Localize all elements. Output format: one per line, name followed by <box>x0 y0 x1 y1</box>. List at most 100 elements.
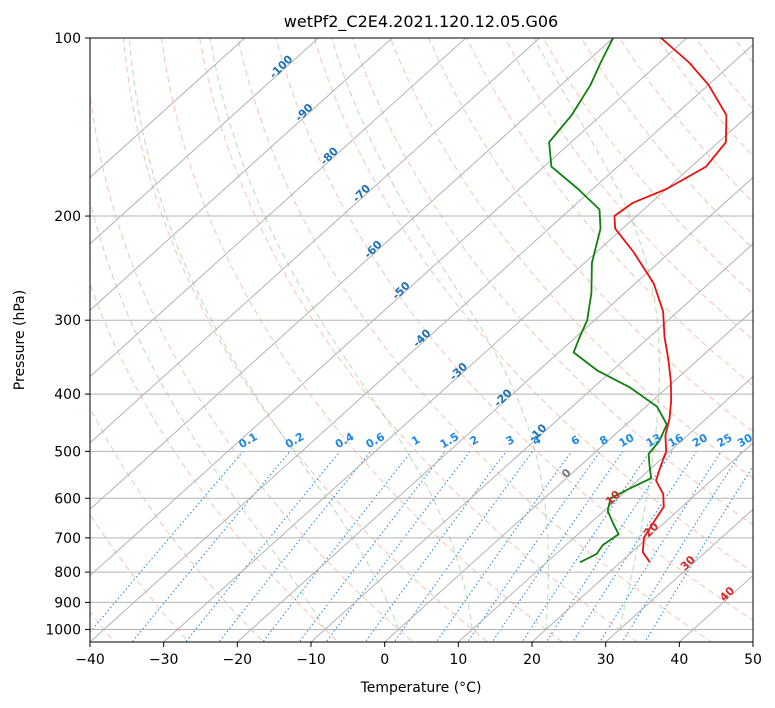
dewpoint-profile <box>548 38 668 564</box>
isotherm-label: -40 <box>410 326 433 349</box>
dry-adiabat <box>466 38 753 387</box>
isotherm-label: -80 <box>318 144 341 167</box>
profile-layer <box>548 38 728 564</box>
mixing-ratio-label: 1.5 <box>438 430 461 451</box>
plot-frame <box>89 37 754 643</box>
isotherm <box>90 38 246 179</box>
x-tick-label: −10 <box>296 652 326 668</box>
mixing-ratio-label: 16 <box>666 431 686 450</box>
y-tick-label: 600 <box>54 491 81 507</box>
isotherm <box>531 442 753 642</box>
y-tick-label: 900 <box>54 595 81 611</box>
dry-adiabat <box>580 38 753 249</box>
y-tick-label: 100 <box>54 31 81 47</box>
dry-adiabat <box>122 38 489 642</box>
mixing-ratio-label: 13 <box>644 431 664 450</box>
dry-adiabat <box>90 513 190 642</box>
y-tick-label: 300 <box>54 313 81 329</box>
isotherm <box>90 38 688 577</box>
y-tick-label: 200 <box>54 209 81 225</box>
x-tick-label: 10 <box>449 652 467 668</box>
isotherm <box>90 38 393 311</box>
x-tick-label: −30 <box>149 652 179 668</box>
isotherm <box>162 110 753 642</box>
isotherm-label: -100 <box>267 52 296 81</box>
mixing-ratio-label: 2 <box>468 433 481 448</box>
dry-adiabat <box>199 38 638 642</box>
y-axis-label: Pressure (hPa) <box>12 290 28 390</box>
isotherm-label: -30 <box>447 360 470 383</box>
mixing-ratio-line <box>131 451 291 642</box>
x-tick-label: 50 <box>744 652 762 668</box>
isotherm <box>678 574 753 642</box>
moist-adiabat <box>128 38 400 630</box>
isotherm <box>310 243 753 642</box>
x-tick-label: 0 <box>380 652 389 668</box>
mixing-ratio-line <box>545 451 673 642</box>
mixing-ratio-line <box>325 451 471 642</box>
x-tick-label: −40 <box>75 652 105 668</box>
mixing-ratio-label: 25 <box>715 431 735 450</box>
isotherm-label: 40 <box>717 584 737 604</box>
dry-adiabat <box>313 38 753 573</box>
y-tick-label: 1000 <box>45 622 81 638</box>
dry-adiabat <box>90 407 265 642</box>
dry-adiabat <box>237 38 713 642</box>
dry-adiabat <box>733 38 753 63</box>
grid-layer <box>90 38 753 642</box>
isotherm <box>383 309 753 642</box>
isotherm <box>90 38 541 444</box>
isotherm-label: 10 <box>603 488 623 508</box>
dry-adiabat <box>90 89 414 642</box>
mixing-ratio-line <box>491 451 624 642</box>
temperature-profile <box>613 38 728 563</box>
mixing-ratio-line <box>621 451 743 642</box>
mixing-ratio-line <box>435 451 572 642</box>
mixing-ratio-label: 3 <box>504 433 517 448</box>
isotherm <box>604 508 753 642</box>
y-tick-label: 800 <box>54 565 81 581</box>
mixing-ratio-label: 0.2 <box>283 430 306 451</box>
mixing-ratio-label: 20 <box>690 431 710 450</box>
y-tick-label: 700 <box>54 531 81 547</box>
isotherm <box>752 641 753 642</box>
dry-adiabat <box>542 38 753 295</box>
mixing-ratio-line <box>90 451 244 634</box>
x-tick-label: 40 <box>670 652 688 668</box>
mixing-ratio-label: 0.4 <box>333 430 357 451</box>
isotherm-label: -50 <box>390 279 413 302</box>
isotherm <box>457 375 753 642</box>
isotherm <box>90 38 467 378</box>
isotherm-label: -10 <box>526 421 549 444</box>
mixing-ratio-label: 0.1 <box>236 430 259 451</box>
mixing-ratio-line <box>218 451 372 642</box>
isotherm-label: -90 <box>292 101 315 124</box>
mixing-ratio-line <box>298 451 446 642</box>
mixing-ratio-line <box>262 451 412 642</box>
isotherm-label: -60 <box>361 238 384 261</box>
mixing-ratio-label: 30 <box>735 431 755 450</box>
dry-adiabat <box>428 38 753 433</box>
mixing-ratio-label: 6 <box>569 433 582 448</box>
x-tick-label: 20 <box>523 652 541 668</box>
mixing-ratio-label: 10 <box>617 431 637 450</box>
moist-adiabat <box>533 38 660 630</box>
isotherm <box>90 38 320 245</box>
isotherm-label: -20 <box>491 386 514 409</box>
dry-adiabat <box>389 38 753 479</box>
dry-adiabat <box>275 38 753 621</box>
x-tick-label: −20 <box>223 652 253 668</box>
dry-adiabat <box>656 38 753 157</box>
moist-adiabat <box>331 38 549 630</box>
dry-adiabat <box>90 282 339 642</box>
mixing-ratio-line <box>466 451 601 642</box>
isotherm <box>90 38 614 510</box>
x-tick-label: 30 <box>597 652 615 668</box>
axis-ticks: −40 −30 −20 −10 0 10 20 30 40 5010020030040050060… <box>45 31 762 668</box>
isotherm-label: -70 <box>350 182 373 205</box>
isotherm <box>90 44 753 642</box>
y-tick-label: 500 <box>54 444 81 460</box>
mixing-ratio-label: 0.6 <box>364 430 388 451</box>
dry-adiabat <box>160 38 564 642</box>
